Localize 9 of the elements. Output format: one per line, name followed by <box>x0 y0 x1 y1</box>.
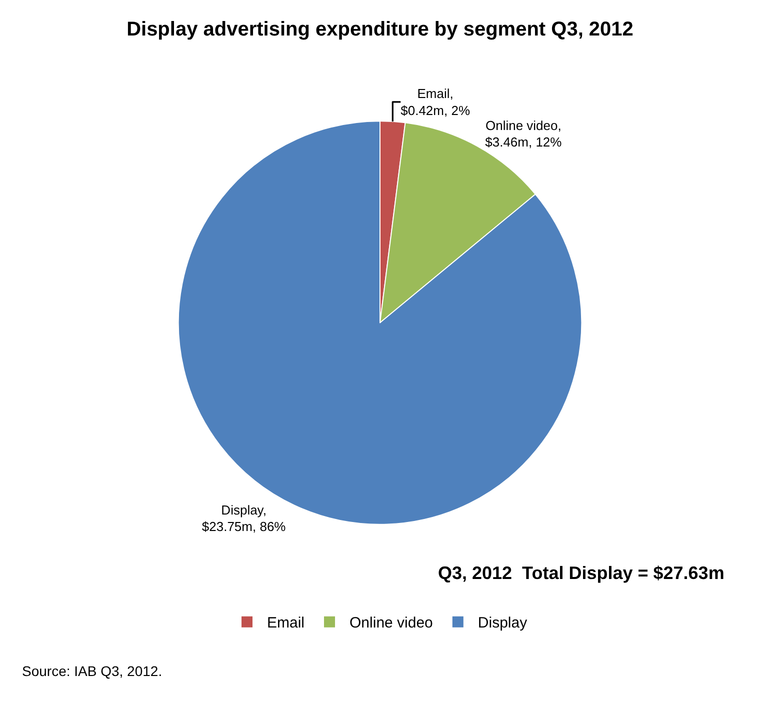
source-note: Source: IAB Q3, 2012. <box>22 663 162 679</box>
legend-label: Email <box>267 614 305 632</box>
text: Q3, 2012 Total Display = $27.63m <box>438 563 724 583</box>
legend-label: Display <box>478 614 528 632</box>
chart-title: Display advertising expenditure by segment Q3, 2012 <box>126 18 634 40</box>
data-label: Display, $23.75m, 86% <box>202 502 286 534</box>
data-label: Online video, $3.46m, 12% <box>485 118 562 150</box>
legend-label: Online video <box>350 614 433 632</box>
data-label: Email, $0.42m, 2% <box>400 86 470 118</box>
